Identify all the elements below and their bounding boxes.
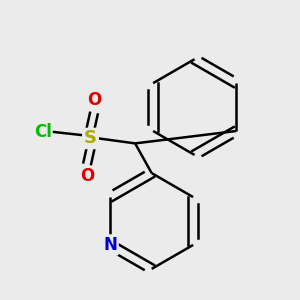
- Text: N: N: [103, 236, 117, 254]
- Text: S: S: [84, 129, 97, 147]
- Text: O: O: [87, 92, 101, 110]
- Text: O: O: [80, 167, 94, 185]
- Text: Cl: Cl: [34, 123, 52, 141]
